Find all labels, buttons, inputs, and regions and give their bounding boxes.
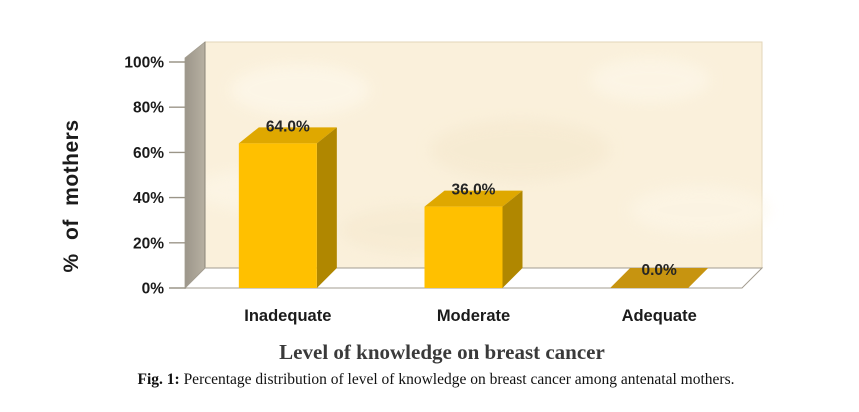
category-label: Adequate	[622, 307, 697, 325]
bar-front-face	[238, 143, 317, 288]
data-label: 0.0%	[641, 262, 677, 279]
data-label: 64.0%	[266, 118, 310, 135]
bar-front-face	[424, 206, 503, 288]
category-label: Moderate	[437, 307, 510, 325]
bar-top-face	[424, 190, 523, 207]
texture-blob	[430, 120, 610, 180]
side-wall	[184, 41, 206, 289]
y-tick-label: 80%	[133, 100, 164, 117]
bar-group-adequate	[610, 268, 709, 288]
bar-flat-top-face	[610, 268, 709, 288]
texture-blob	[230, 64, 370, 116]
bar-top-face	[238, 127, 337, 144]
texture-blob	[590, 58, 710, 102]
data-label: 36.0%	[452, 182, 496, 199]
caption-text: Percentage distribution of level of know…	[179, 371, 735, 388]
knowledge-level-3d-bar-chart: 0% 20% 40% 60% 80% 100% 64.0% Inadequate 36.0% Mo…	[124, 41, 770, 325]
x-axis-title: Level of knowledge on breast cancer	[279, 340, 605, 364]
y-tick-label: 60%	[133, 145, 164, 162]
caption-figure-label: Fig. 1:	[137, 371, 180, 388]
y-tick-label: 40%	[133, 190, 164, 207]
y-tick-label: 0%	[142, 281, 165, 298]
y-axis-title: % of mothers	[60, 119, 83, 273]
bar-side-face	[502, 190, 523, 288]
y-tick-label: 100%	[124, 55, 164, 72]
figure-caption: Fig. 1: Percentage distribution of level…	[46, 371, 826, 389]
bar-side-face	[316, 127, 337, 288]
y-tick-label: 20%	[133, 235, 164, 252]
bar-group-inadequate	[238, 127, 337, 288]
texture-blob	[630, 186, 770, 234]
bar-group-moderate	[424, 190, 523, 288]
category-label: Inadequate	[244, 307, 331, 325]
